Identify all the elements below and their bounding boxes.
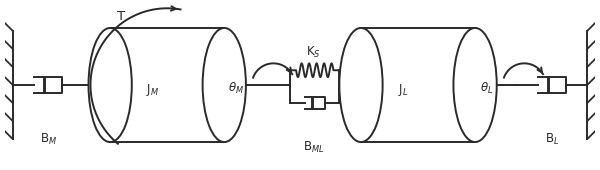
Bar [110,28,224,142]
Ellipse shape [203,28,246,142]
Text: $\theta_L$: $\theta_L$ [480,80,494,96]
Text: B$_M$: B$_M$ [40,132,57,147]
Text: B$_L$: B$_L$ [545,132,559,147]
Text: J$_M$: J$_M$ [146,82,159,98]
Ellipse shape [89,28,132,142]
Text: J$_L$: J$_L$ [398,82,409,98]
Text: T: T [117,10,125,23]
Text: K$_S$: K$_S$ [307,45,321,60]
Text: B$_{ML}$: B$_{ML}$ [303,139,325,155]
Text: $\theta_M$: $\theta_M$ [228,80,244,96]
Ellipse shape [340,28,383,142]
Ellipse shape [454,28,497,142]
Bar [361,28,475,142]
